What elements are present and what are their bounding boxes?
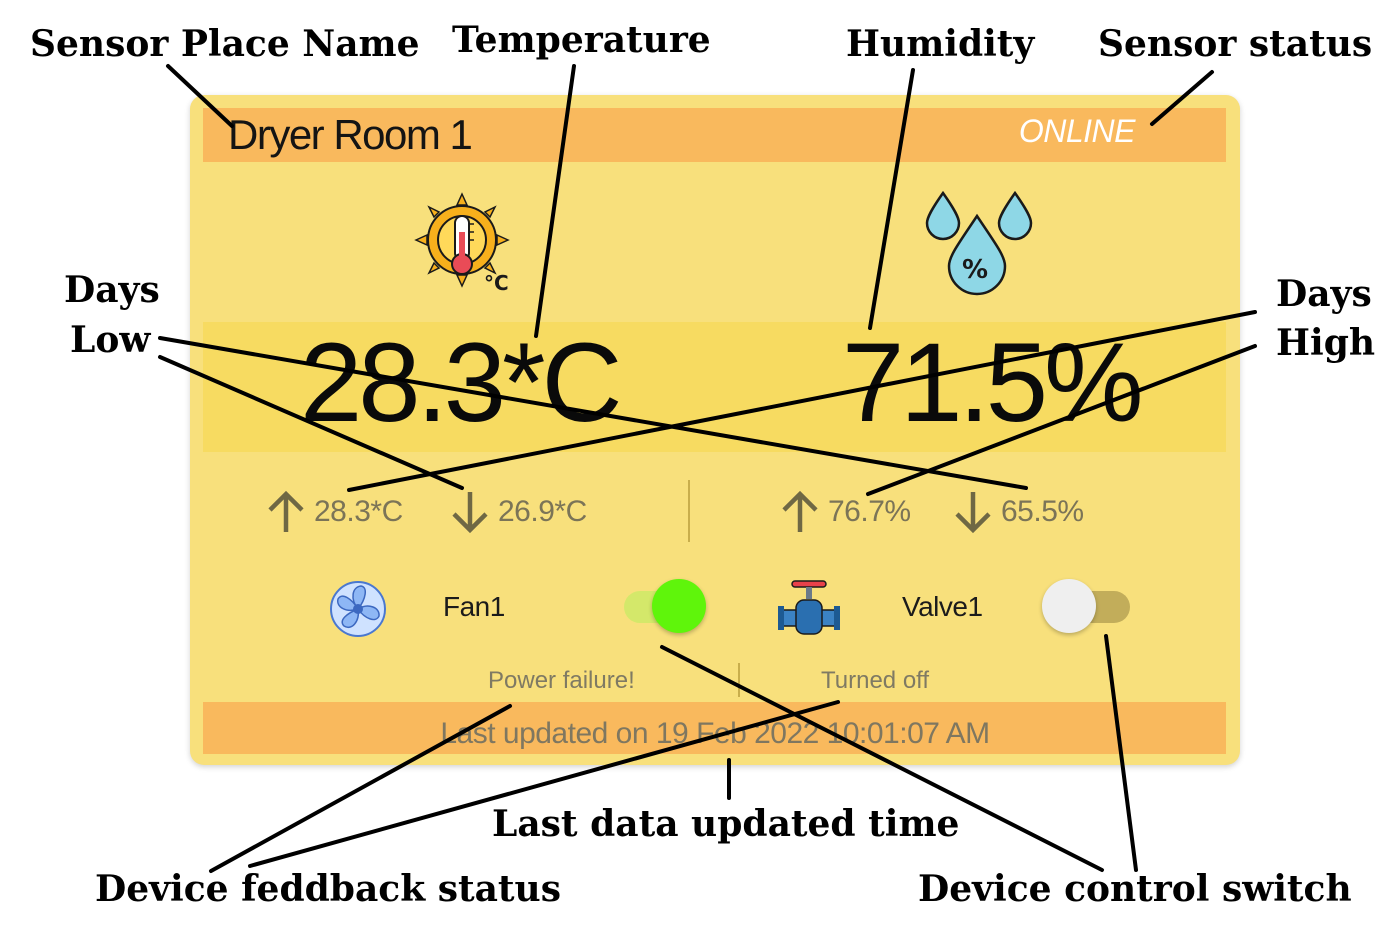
humidity-low-value: 65.5% bbox=[1001, 495, 1084, 528]
card-header bbox=[203, 108, 1226, 162]
annotation-days-high-line1: Days bbox=[1276, 273, 1372, 315]
last-updated-text: Last updated on 19 Feb 2022 10:01:07 AM bbox=[440, 717, 990, 750]
stats-divider bbox=[688, 480, 690, 542]
arrow-up-icon bbox=[782, 490, 818, 532]
humidity-high-value: 76.7% bbox=[828, 495, 911, 528]
humidity-day-low: 65.5% bbox=[953, 490, 1084, 534]
humidity-value: 71.5% bbox=[842, 320, 1144, 445]
arrow-down-icon bbox=[955, 492, 991, 534]
temperature-day-high: 28.3*C bbox=[266, 490, 403, 534]
fan1-feedback-status: Power failure! bbox=[488, 667, 635, 694]
annotation-temperature: Temperature bbox=[452, 19, 711, 61]
valve1-switch-knob bbox=[1042, 579, 1096, 633]
annotation-sensor-place-name: Sensor Place Name bbox=[30, 23, 420, 65]
temperature-low-value: 26.9*C bbox=[498, 495, 587, 528]
fan-icon bbox=[328, 579, 388, 644]
sensor-status: ONLINE bbox=[1018, 113, 1136, 149]
arrow-down-icon bbox=[452, 492, 488, 534]
humidity-drops-icon: % bbox=[923, 188, 1035, 303]
annotation-device-control-switch: Device control switch bbox=[918, 868, 1352, 910]
sun-thermometer-icon: °C bbox=[412, 192, 512, 301]
temperature-high-value: 28.3*C bbox=[314, 495, 403, 528]
annotation-days-low-line2: Low bbox=[70, 319, 151, 361]
valve-icon bbox=[778, 578, 840, 643]
humidity-day-high: 76.7% bbox=[780, 490, 911, 534]
sensor-place-name: Dryer Room 1 bbox=[228, 111, 473, 158]
temperature-day-low: 26.9*C bbox=[450, 490, 587, 534]
annotation-humidity: Humidity bbox=[846, 23, 1035, 65]
annotation-device-feedback-status: Device feddback status bbox=[95, 868, 561, 910]
valve1-feedback-status: Turned off bbox=[821, 667, 930, 694]
valve1-control-switch[interactable] bbox=[1042, 579, 1132, 637]
device-name-fan1: Fan1 bbox=[443, 591, 505, 622]
feedback-divider bbox=[738, 663, 740, 697]
annotation-days-low-line1: Days bbox=[64, 269, 160, 311]
svg-text:%: % bbox=[962, 255, 988, 285]
temperature-value: 28.3*C bbox=[300, 320, 622, 445]
sensor-card: Dryer Room 1 ONLINE bbox=[190, 95, 1240, 765]
annotation-last-data-updated-time: Last data updated time bbox=[492, 803, 960, 845]
annotation-days-high-line2: High bbox=[1276, 322, 1376, 364]
annotation-sensor-status: Sensor status bbox=[1098, 23, 1373, 65]
arrow-up-icon bbox=[268, 490, 304, 532]
device-name-valve1: Valve1 bbox=[902, 591, 983, 622]
svg-text:°C: °C bbox=[484, 271, 509, 295]
fan1-control-switch[interactable] bbox=[622, 577, 712, 635]
fan1-switch-knob bbox=[652, 579, 706, 633]
